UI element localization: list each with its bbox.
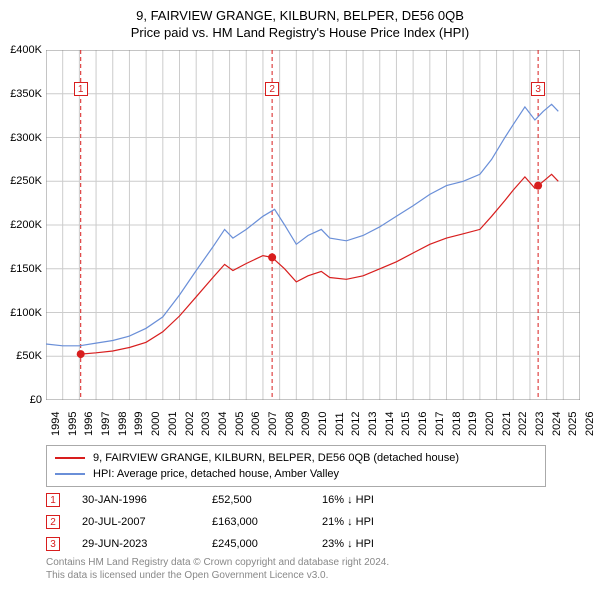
x-tick-label: 2016 (417, 412, 429, 436)
x-tick-label: 2006 (250, 412, 262, 436)
y-tick-label: £350K (10, 88, 42, 100)
sale-row-marker: 1 (46, 493, 60, 507)
sale-price: £163,000 (212, 516, 322, 528)
x-tick-label: 1995 (67, 412, 79, 436)
y-tick-label: £100K (10, 307, 42, 319)
chart-plot-area: 1 2 3 (46, 50, 580, 400)
x-tick-label: 2015 (400, 412, 412, 436)
x-tick-label: 1994 (50, 412, 62, 436)
sale-row-marker: 2 (46, 515, 60, 529)
sale-hpi-delta: 21% ↓ HPI (322, 516, 412, 528)
legend-label: HPI: Average price, detached house, Ambe… (93, 468, 339, 480)
chart-title-address: 9, FAIRVIEW GRANGE, KILBURN, BELPER, DE5… (0, 8, 600, 23)
x-tick-label: 2010 (317, 412, 329, 436)
x-tick-label: 2004 (217, 412, 229, 436)
x-tick-label: 2003 (200, 412, 212, 436)
x-tick-label: 2022 (517, 412, 529, 436)
x-tick-label: 2007 (267, 412, 279, 436)
x-axis-labels: 1994 1995 1996 1997 1998 1999 2000 2001 2002 2003… (46, 404, 580, 444)
x-tick-label: 1996 (83, 412, 95, 436)
x-tick-label: 2005 (234, 412, 246, 436)
chart-subtitle: Price paid vs. HM Land Registry's House … (0, 25, 600, 40)
y-tick-label: £300K (10, 132, 42, 144)
chart-svg (46, 50, 580, 400)
x-tick-label: 2024 (551, 412, 563, 436)
sale-marker-2: 2 (265, 82, 279, 96)
sale-hpi-delta: 23% ↓ HPI (322, 538, 412, 550)
sale-date: 29-JUN-2023 (82, 538, 212, 550)
x-tick-label: 2017 (434, 412, 446, 436)
sale-price: £245,000 (212, 538, 322, 550)
x-tick-label: 2018 (451, 412, 463, 436)
sale-date: 30-JAN-1996 (82, 494, 212, 506)
legend-swatch (55, 473, 85, 475)
y-tick-label: £150K (10, 263, 42, 275)
x-tick-label: 2020 (484, 412, 496, 436)
legend-box: 9, FAIRVIEW GRANGE, KILBURN, BELPER, DE5… (46, 445, 546, 487)
sale-row: 3 29-JUN-2023£245,00023% ↓ HPI (46, 534, 412, 554)
y-tick-label: £250K (10, 175, 42, 187)
y-axis-labels: £0£50K£100K£150K£200K£250K£300K£350K£400… (0, 50, 44, 400)
attribution-text: Contains HM Land Registry data © Crown c… (46, 556, 389, 582)
x-tick-label: 2013 (367, 412, 379, 436)
attribution-line2: This data is licensed under the Open Gov… (46, 569, 389, 582)
x-tick-label: 2008 (284, 412, 296, 436)
y-tick-label: £50K (16, 350, 42, 362)
x-tick-label: 2019 (467, 412, 479, 436)
sale-hpi-delta: 16% ↓ HPI (322, 494, 412, 506)
y-tick-label: £400K (10, 44, 42, 56)
sale-row: 2 20-JUL-2007£163,00021% ↓ HPI (46, 512, 412, 532)
x-tick-label: 1997 (100, 412, 112, 436)
attribution-line1: Contains HM Land Registry data © Crown c… (46, 556, 389, 569)
y-tick-label: £0 (30, 394, 42, 406)
legend-row: 9, FAIRVIEW GRANGE, KILBURN, BELPER, DE5… (55, 450, 537, 466)
y-tick-label: £200K (10, 219, 42, 231)
x-tick-label: 1998 (117, 412, 129, 436)
x-tick-label: 2014 (384, 412, 396, 436)
x-tick-label: 1999 (133, 412, 145, 436)
x-tick-label: 2009 (300, 412, 312, 436)
sale-marker-1: 1 (74, 82, 88, 96)
x-tick-label: 2002 (184, 412, 196, 436)
x-tick-label: 2001 (167, 412, 179, 436)
sale-marker-3: 3 (531, 82, 545, 96)
chart-titles: 9, FAIRVIEW GRANGE, KILBURN, BELPER, DE5… (0, 0, 600, 40)
legend-label: 9, FAIRVIEW GRANGE, KILBURN, BELPER, DE5… (93, 452, 459, 464)
sale-price: £52,500 (212, 494, 322, 506)
sale-row: 1 30-JAN-1996£52,50016% ↓ HPI (46, 490, 412, 510)
x-tick-label: 2011 (334, 412, 346, 436)
sales-table: 1 30-JAN-1996£52,50016% ↓ HPI 2 20-JUL-2007… (46, 490, 412, 556)
legend-row: HPI: Average price, detached house, Ambe… (55, 466, 537, 482)
x-tick-label: 2012 (350, 412, 362, 436)
chart-container: 9, FAIRVIEW GRANGE, KILBURN, BELPER, DE5… (0, 0, 600, 590)
legend-swatch (55, 457, 85, 459)
x-tick-label: 2026 (584, 412, 596, 436)
x-tick-label: 2000 (150, 412, 162, 436)
sale-row-marker: 3 (46, 537, 60, 551)
x-tick-label: 2025 (567, 412, 579, 436)
sale-date: 20-JUL-2007 (82, 516, 212, 528)
x-tick-label: 2023 (534, 412, 546, 436)
x-tick-label: 2021 (501, 412, 513, 436)
